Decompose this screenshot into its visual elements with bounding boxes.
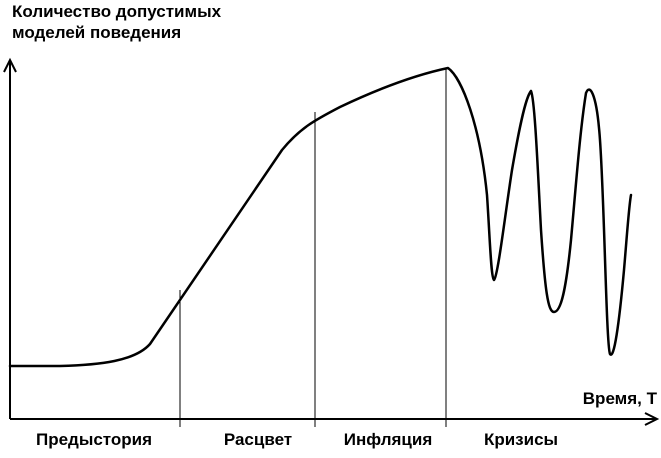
- phase-label-inflation: Инфляция: [343, 430, 433, 449]
- x-axis-label: Время, T: [582, 389, 657, 408]
- phase-label-prehistory: Предыстория: [35, 430, 153, 449]
- y-axis-label-line2: моделей поведения: [12, 23, 182, 42]
- x-axis-arrow-icon: [644, 412, 660, 426]
- y-axis-label-line1: Количество допустимых: [12, 2, 222, 21]
- behavior-models-curve: [8, 66, 633, 368]
- y-axis-arrow-icon: [3, 57, 17, 73]
- phase-label-crises: Кризисы: [483, 430, 559, 449]
- phase-label-bloom: Расцвет: [223, 430, 293, 449]
